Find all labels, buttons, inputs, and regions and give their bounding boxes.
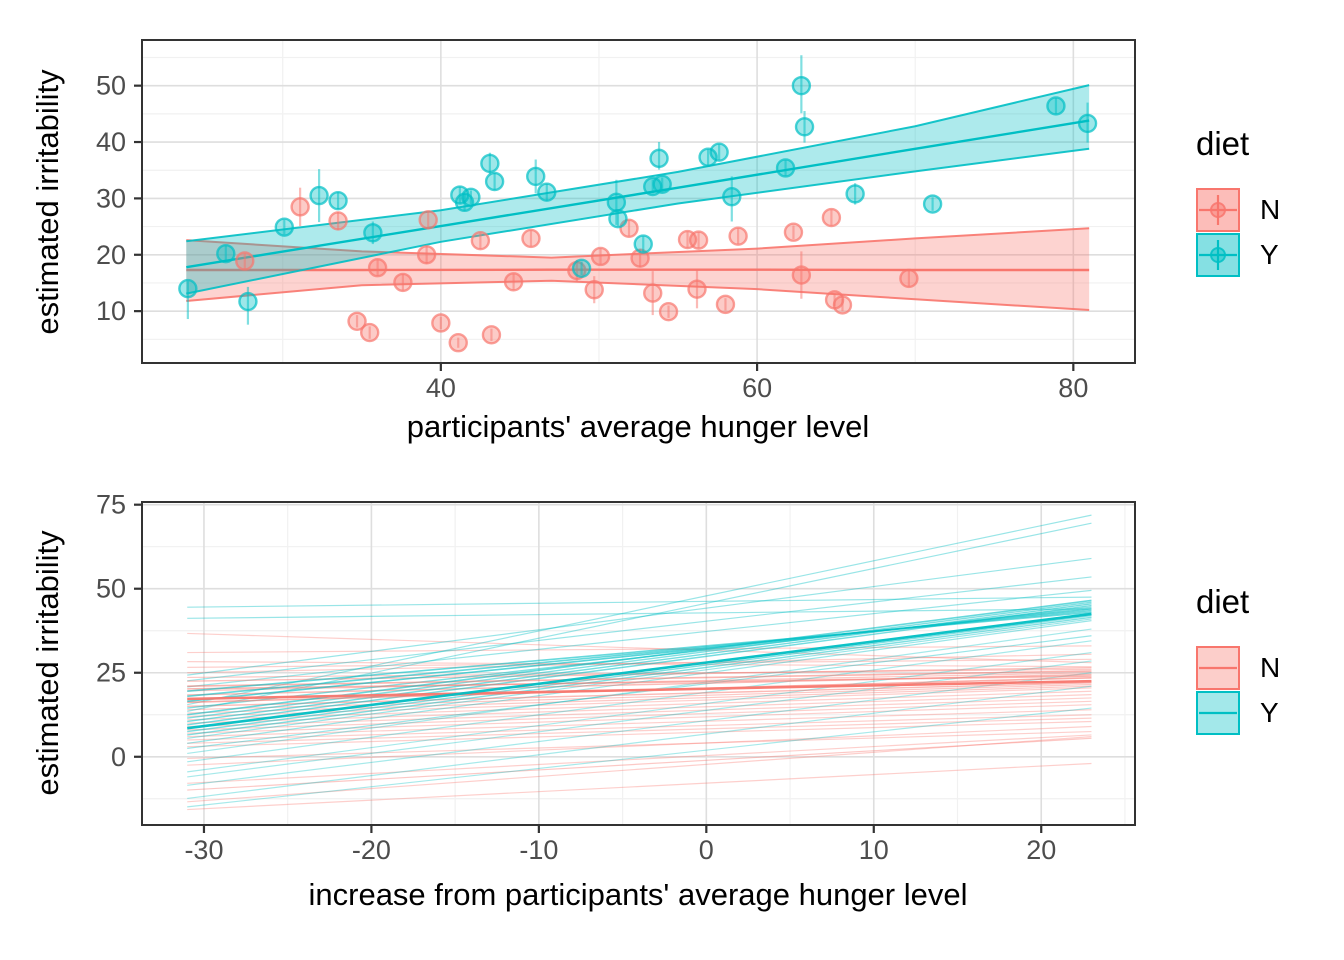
svg-text:30: 30 [96, 183, 126, 213]
legend-label-y: Y [1260, 696, 1279, 728]
svg-text:40: 40 [426, 373, 456, 403]
bottom-x-axis-title: increase from participants' average hung… [308, 877, 968, 912]
legend-label-y: Y [1260, 238, 1279, 270]
axes: -30 -20 -10 0 10 20 0 25 50 75 [96, 490, 1136, 865]
svg-text:20: 20 [96, 240, 126, 270]
bottom-legend: diet N Y [1196, 584, 1344, 735]
svg-text:0: 0 [111, 742, 126, 772]
bottom-chart-canvas: -30 -20 -10 0 10 20 0 25 50 75 [96, 490, 1136, 865]
top-legend: diet N Y [1196, 126, 1344, 277]
legend-key-y-icon [1196, 232, 1240, 277]
svg-text:-20: -20 [352, 835, 391, 865]
svg-text:-30: -30 [184, 835, 223, 865]
legend-title: diet [1196, 583, 1250, 620]
svg-text:60: 60 [742, 373, 772, 403]
smooth-band-Y [186, 84, 1090, 295]
legend-entry-y: Y [1196, 690, 1344, 735]
legend-key-glyph [1199, 194, 1237, 225]
bottom-y-axis-title: estimated irritability [30, 530, 65, 796]
axes: 40 60 80 10 20 30 40 50 [96, 39, 1136, 403]
legend-entry-n: N [1196, 187, 1344, 232]
svg-text:25: 25 [96, 658, 126, 688]
svg-text:40: 40 [96, 127, 126, 157]
points-Y [178, 55, 1098, 325]
top-x-axis-title: participants' average hunger level [406, 409, 870, 444]
legend-title: diet [1196, 125, 1250, 162]
legend-entry-n: N [1196, 645, 1344, 690]
legend-key-n-icon [1196, 645, 1240, 690]
legend-key-glyph [1199, 666, 1237, 669]
svg-text:0: 0 [699, 835, 714, 865]
svg-text:50: 50 [96, 574, 126, 604]
legend-key-n-icon [1196, 187, 1240, 232]
svg-text:10: 10 [859, 835, 889, 865]
grid [142, 502, 1135, 825]
legend-label-n: N [1260, 193, 1281, 225]
svg-text:10: 10 [96, 296, 126, 326]
svg-text:75: 75 [96, 490, 126, 520]
svg-text:20: 20 [1026, 835, 1056, 865]
svg-text:50: 50 [96, 71, 126, 101]
top-y-axis-title: estimated irritability [30, 69, 65, 335]
spaghetti-lines [187, 514, 1092, 811]
top-chart-canvas: 40 60 80 10 20 30 40 50 [96, 39, 1136, 403]
legend-key-y-icon [1196, 690, 1240, 735]
legend-label-n: N [1260, 651, 1281, 683]
legend-key-glyph [1199, 239, 1237, 270]
points-N [235, 187, 919, 353]
legend-entry-y: Y [1196, 232, 1344, 277]
legend-key-glyph [1199, 711, 1237, 714]
svg-text:-10: -10 [519, 835, 558, 865]
svg-text:80: 80 [1058, 373, 1088, 403]
